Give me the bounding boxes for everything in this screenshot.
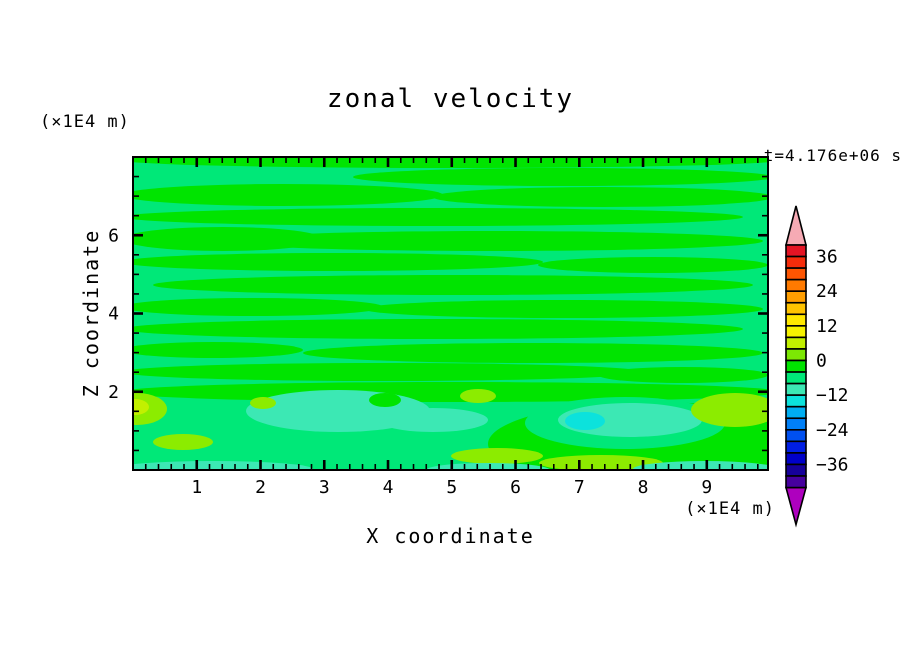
y-tick-label: 4 [108, 304, 119, 325]
colorbar-under-arrow [784, 486, 808, 528]
contour-feature [539, 455, 663, 470]
y-tick-label: 6 [108, 225, 119, 246]
colorbar-segment [785, 325, 807, 339]
contour-streak [433, 187, 768, 207]
contour-feature [153, 434, 213, 450]
x-tick-label: 2 [255, 477, 266, 498]
colorbar-segment [785, 371, 807, 385]
colorbar-segment [785, 244, 807, 258]
contour-streak [133, 253, 543, 271]
colorbar-segment [785, 405, 807, 420]
colorbar-segment [785, 417, 807, 431]
x-axis-label: X coordinate [366, 524, 535, 548]
contour-streak [133, 184, 443, 206]
contour-feature [633, 461, 768, 470]
contour-field [133, 157, 768, 470]
colorbar-tick-label: −12 [816, 385, 849, 406]
colorbar-tick-label: 12 [816, 316, 838, 337]
contour-feature [691, 393, 768, 427]
contour-streak [363, 300, 763, 318]
colorbar-segment [785, 452, 807, 466]
colorbar-tick-label: 36 [816, 247, 838, 268]
colorbar-segment [785, 278, 807, 292]
colorbar-segment [785, 267, 807, 281]
colorbar-segment [785, 463, 807, 477]
x-tick-label: 3 [319, 477, 330, 498]
contour-streak [153, 275, 753, 295]
contour-streak [133, 319, 743, 339]
x-tick-label: 7 [574, 477, 585, 498]
contour-streak [133, 363, 643, 381]
time-annotation: t=4.176e+06 s [763, 146, 902, 165]
colorbar-segment [785, 348, 807, 362]
x-tick-label: 4 [383, 477, 394, 498]
contour-streak [598, 367, 768, 383]
contour-feature [133, 399, 149, 415]
colorbar-segment [785, 440, 807, 454]
y-axis-unit: (×1E4 m) [40, 112, 130, 132]
colorbar-tick-label: −24 [816, 420, 849, 441]
x-axis-unit: (×1E4 m) [685, 499, 775, 519]
colorbar-segment [785, 475, 807, 489]
contour-streak [223, 231, 763, 251]
contour-streak [133, 298, 383, 316]
contour-streak [538, 257, 768, 273]
contour-feature [250, 397, 276, 409]
x-tick-label: 1 [191, 477, 202, 498]
contour-feature [451, 448, 543, 464]
colorbar-tick-label: 24 [816, 281, 838, 302]
contour-feature [460, 389, 496, 403]
colorbar-segment [785, 382, 807, 396]
y-tick-label: 2 [108, 382, 119, 403]
colorbar-tick-label: −36 [816, 454, 849, 475]
colorbar-segment [785, 336, 807, 350]
contour-feature [565, 412, 605, 430]
x-tick-label: 8 [638, 477, 649, 498]
contour-feature [369, 393, 401, 407]
contour-streak [133, 208, 743, 226]
x-tick-label: 5 [446, 477, 457, 498]
contour-streak [133, 382, 768, 402]
colorbar-over-arrow [784, 205, 808, 246]
colorbar-tick-label: 0 [816, 351, 827, 372]
contour-streak [353, 168, 768, 186]
contour-streak [133, 342, 303, 358]
plot-title: zonal velocity [326, 84, 575, 114]
colorbar-segment [785, 255, 807, 269]
contour-streak [303, 343, 763, 363]
x-tick-label: 9 [701, 477, 712, 498]
colorbar-segment [785, 428, 807, 443]
contour-feature [426, 463, 550, 470]
colorbar-segment [785, 359, 807, 373]
x-tick-label: 6 [510, 477, 521, 498]
colorbar-segment [785, 290, 807, 304]
colorbar-segment [785, 394, 807, 408]
colorbar-segment [785, 313, 807, 327]
colorbar-segment [785, 301, 807, 316]
contour-feature [378, 408, 488, 432]
